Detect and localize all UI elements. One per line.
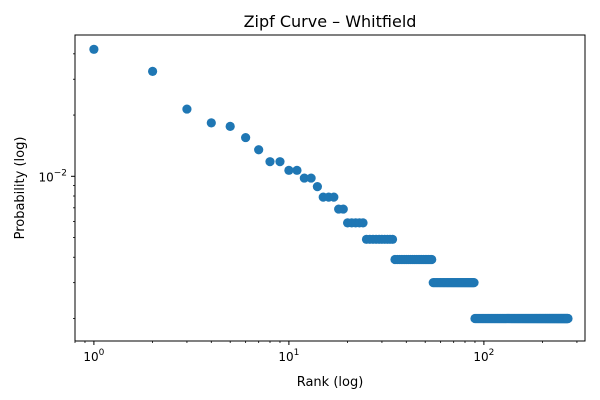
x-tick-label: 101 (278, 348, 299, 364)
x-tick-label: 100 (83, 348, 104, 364)
plot-frame (75, 35, 585, 341)
y-axis-label: Probability (log) (13, 137, 28, 240)
data-point (563, 314, 572, 323)
data-point (469, 278, 478, 287)
data-point (284, 166, 293, 175)
x-axis-label: Rank (log) (297, 375, 364, 390)
y-tick-label: 10−2 (38, 168, 67, 184)
data-point (358, 218, 367, 227)
data-point (388, 235, 397, 244)
data-point (292, 166, 301, 175)
data-point (254, 145, 263, 154)
data-point (307, 173, 316, 182)
data-point (89, 45, 98, 54)
data-point (313, 182, 322, 191)
data-point (148, 67, 157, 76)
data-points (89, 45, 572, 323)
data-point (329, 193, 338, 202)
data-point (226, 122, 235, 131)
chart-title: Zipf Curve – Whitfield (244, 12, 417, 31)
data-point (339, 204, 348, 213)
data-point (241, 133, 250, 142)
data-point (207, 118, 216, 127)
y-axis-ticks: 10−2 (38, 54, 75, 319)
x-axis-ticks: 100 101 102 (75, 341, 577, 364)
x-tick-label: 102 (473, 348, 494, 364)
data-point (182, 104, 191, 113)
data-point (265, 157, 274, 166)
data-point (427, 255, 436, 264)
data-point (275, 157, 284, 166)
